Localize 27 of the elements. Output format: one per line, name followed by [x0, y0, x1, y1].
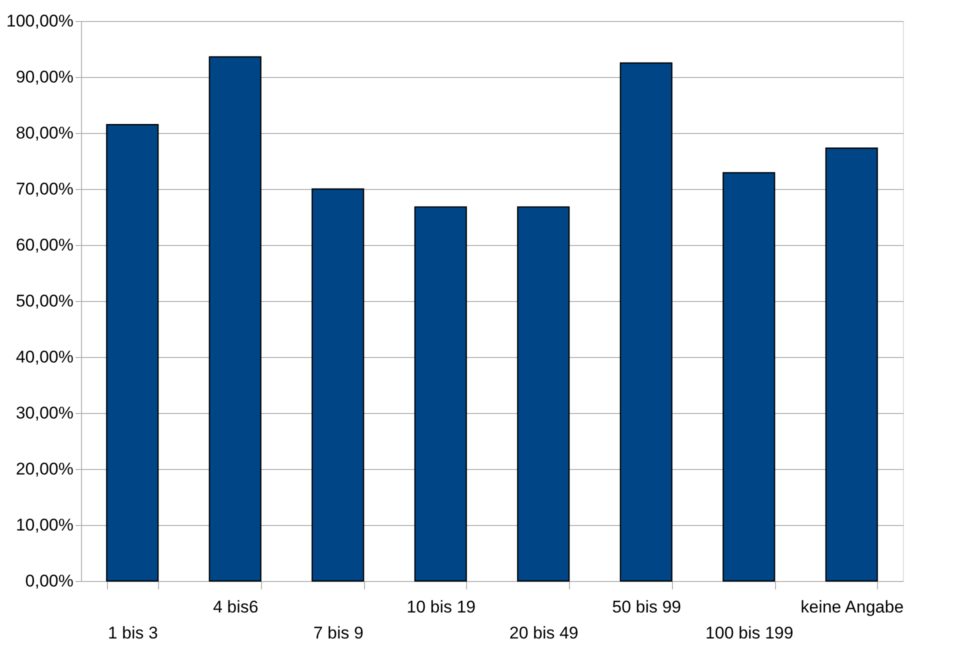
bar — [106, 124, 159, 582]
x-tick-label: 20 bis 49 — [509, 624, 578, 642]
bar — [517, 206, 570, 582]
y-tick-label: 90,00% — [16, 68, 74, 86]
x-tick-label: 7 bis 9 — [313, 624, 364, 642]
y-tick-label: 40,00% — [16, 348, 74, 366]
y-tick-label: 10,00% — [16, 516, 74, 534]
y-tick-label: 30,00% — [16, 404, 74, 422]
bar — [620, 62, 672, 582]
x-tick-label: keine Angabe — [800, 598, 904, 616]
x-tick-label: 50 bis 99 — [612, 598, 682, 616]
x-tick-label: 1 bis 3 — [108, 624, 158, 642]
y-tick-label: 20,00% — [16, 460, 74, 478]
bar — [825, 148, 878, 582]
y-tick-label: 60,00% — [16, 236, 74, 254]
x-tick-label: 10 bis 19 — [406, 598, 476, 616]
y-tick-label: 100,00% — [6, 12, 74, 30]
y-tick-label: 0,00% — [25, 572, 74, 590]
y-tick-label: 70,00% — [16, 180, 74, 198]
bar — [312, 188, 364, 582]
bar — [414, 206, 467, 582]
bar — [722, 172, 776, 582]
x-tick-label: 100 bis 199 — [705, 624, 794, 642]
x-tick-label: 4 bis6 — [212, 598, 258, 616]
bar — [208, 56, 262, 582]
y-tick-label: 80,00% — [16, 124, 74, 142]
y-tick-label: 50,00% — [16, 292, 74, 310]
